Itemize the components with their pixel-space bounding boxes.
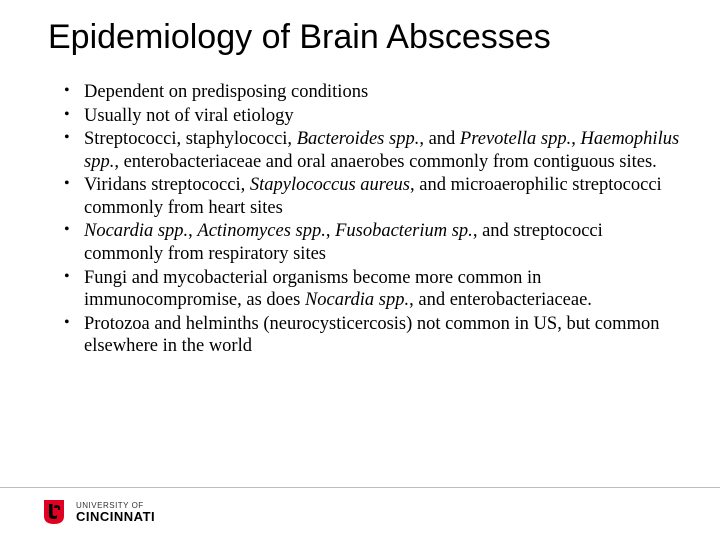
bullet-text-segment: Stapylococcus aureus <box>250 175 410 195</box>
bullet-text-segment: Protozoa and helminths (neurocysticercos… <box>84 314 659 357</box>
bullet-item: Protozoa and helminths (neurocysticercos… <box>60 313 680 358</box>
bullet-list: Dependent on predisposing conditions Usua… <box>60 81 680 358</box>
slide-footer: UNIVERSITY OF CINCINNATI <box>0 487 720 540</box>
bullet-text-segment: Viridans streptococci, <box>84 175 250 195</box>
bullet-item: Dependent on predisposing conditions <box>60 81 680 104</box>
bullet-item: Streptococci, staphylococci, Bacteroides… <box>60 128 680 173</box>
bullet-text-segment: , enterobacteriaceae and oral anaerobes … <box>114 152 656 172</box>
bullet-text-segment: Nocardia spp. <box>84 221 188 241</box>
slide-body: Dependent on predisposing conditions Usua… <box>0 57 720 358</box>
bullet-item: Usually not of viral etiology <box>60 105 680 128</box>
slide: Epidemiology of Brain Abscesses Dependen… <box>0 0 720 540</box>
bullet-text-segment: Fusobacterium sp. <box>335 221 473 241</box>
bullet-text-segment: Prevotella spp. <box>460 129 571 149</box>
bullet-text-segment: Usually not of viral etiology <box>84 106 294 126</box>
bullet-item: Nocardia spp., Actinomyces spp., Fusobac… <box>60 220 680 265</box>
bullet-text-segment: Dependent on predisposing conditions <box>84 82 368 102</box>
bullet-item: Viridans streptococci, Stapylococcus aur… <box>60 174 680 219</box>
bullet-text-segment: Streptococci, staphylococci, <box>84 129 297 149</box>
slide-title: Epidemiology of Brain Abscesses <box>0 0 720 57</box>
logo-bottom-text: CINCINNATI <box>76 510 155 523</box>
bullet-text-segment: Bacteroides spp. <box>297 129 420 149</box>
bullet-text-segment: , and enterobacteriaceae. <box>409 290 592 310</box>
bullet-item: Fungi and mycobacterial organisms become… <box>60 267 680 312</box>
bullet-text-segment: Actinomyces spp. <box>197 221 325 241</box>
bullet-text-segment: , and <box>419 129 460 149</box>
uc-logo-icon <box>40 498 68 526</box>
university-logo: UNIVERSITY OF CINCINNATI <box>0 494 720 540</box>
bullet-text-segment: , <box>571 129 580 149</box>
bullet-text-segment: , <box>326 221 335 241</box>
bullet-text-segment: Nocardia spp. <box>305 290 409 310</box>
logo-text: UNIVERSITY OF CINCINNATI <box>76 502 155 523</box>
footer-divider <box>0 487 720 488</box>
